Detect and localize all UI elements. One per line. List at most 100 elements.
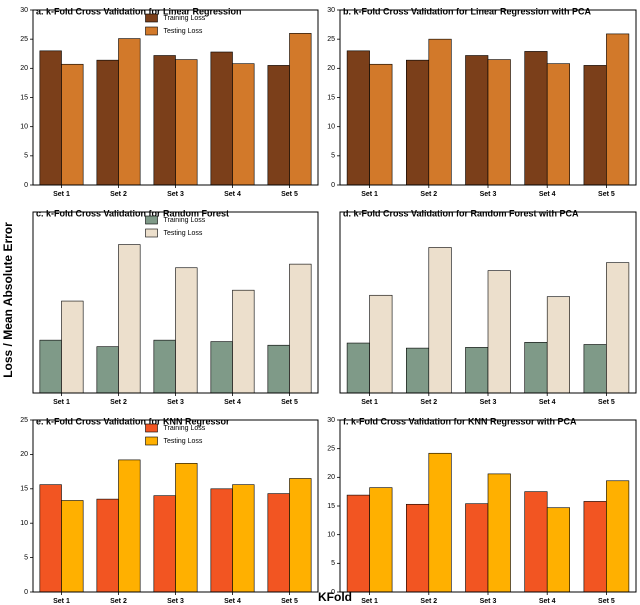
x-tick-label: Set 3 [480, 598, 497, 605]
bar [153, 55, 176, 186]
x-tick-label: Set 3 [167, 191, 184, 198]
bar [175, 463, 198, 593]
bar [267, 344, 290, 394]
x-tick-label: Set 1 [53, 399, 70, 406]
chart-title: a. k-Fold Cross Validation for Linear Re… [36, 6, 242, 16]
bar [289, 33, 312, 186]
axes-frame [339, 419, 637, 593]
bar [118, 244, 141, 394]
y-tick-label: 5 [24, 554, 28, 561]
x-tick-label: Set 1 [53, 191, 70, 198]
x-tick-label: Set 1 [361, 399, 378, 406]
chart-title: f. k-Fold Cross Validation for KNN Regre… [343, 416, 577, 426]
axes-frame [32, 211, 319, 394]
bar [267, 493, 290, 593]
bar [546, 507, 570, 593]
y-tick-label: 15 [20, 94, 28, 101]
bar [583, 65, 607, 186]
y-tick-label: 20 [20, 65, 28, 72]
y-tick-label: 10 [20, 124, 28, 131]
x-tick-label: Set 5 [598, 399, 615, 406]
bar [289, 263, 312, 394]
y-tick-label: 0 [331, 589, 335, 596]
legend-label: Training Loss [164, 425, 206, 432]
bar [96, 59, 119, 186]
y-tick-label: 10 [327, 532, 335, 539]
bar [369, 63, 393, 186]
bar [406, 59, 430, 186]
y-tick-label: 15 [327, 503, 335, 510]
x-tick-label: Set 2 [420, 399, 437, 406]
bar [210, 341, 233, 394]
bar [267, 65, 290, 186]
y-tick-label: 25 [20, 417, 28, 424]
x-tick-label: Set 2 [110, 191, 127, 198]
bar [487, 473, 511, 593]
legend-swatch [145, 228, 158, 238]
bar [232, 63, 255, 186]
bar [465, 55, 489, 186]
bar [606, 480, 630, 593]
bar [118, 459, 141, 593]
x-tick-label: Set 3 [480, 399, 497, 406]
bar [583, 344, 607, 394]
bar [406, 503, 430, 593]
bar [524, 342, 548, 394]
y-tick-label: 0 [24, 589, 28, 596]
bar [546, 296, 570, 394]
bar [369, 487, 393, 593]
y-tick-label: 25 [20, 36, 28, 43]
axes-frame [339, 9, 637, 186]
legend-label: Training Loss [164, 15, 206, 22]
bar [61, 300, 84, 394]
bar [465, 503, 489, 593]
y-tick-label: 20 [327, 474, 335, 481]
bar [546, 63, 570, 186]
bar [428, 38, 452, 186]
y-tick-label: 30 [327, 7, 335, 14]
x-tick-label: Set 2 [420, 191, 437, 198]
bar [346, 342, 370, 394]
x-tick-label: Set 4 [539, 598, 556, 605]
x-tick-label: Set 2 [110, 399, 127, 406]
bar [487, 270, 511, 394]
bar [606, 33, 630, 186]
x-tick-label: Set 5 [281, 191, 298, 198]
bar [524, 51, 548, 186]
bar [232, 289, 255, 394]
bar [583, 501, 607, 593]
legend-swatch [145, 26, 158, 36]
x-tick-label: Set 4 [539, 399, 556, 406]
bar [96, 498, 119, 593]
bar [153, 339, 176, 394]
chart-title: e. k-Fold Cross Validation for KNN Regre… [36, 416, 230, 426]
x-tick-label: Set 1 [53, 598, 70, 605]
bar [606, 262, 630, 394]
legend-label: Testing Loss [164, 230, 203, 237]
legend-swatch [145, 436, 158, 446]
x-tick-label: Set 4 [539, 191, 556, 198]
y-tick-label: 20 [20, 451, 28, 458]
x-tick-label: Set 5 [281, 399, 298, 406]
bar [428, 247, 452, 394]
x-tick-label: Set 3 [167, 399, 184, 406]
bar [346, 50, 370, 186]
bar [369, 294, 393, 394]
x-tick-label: Set 2 [420, 598, 437, 605]
y-tick-label: 5 [331, 560, 335, 567]
y-tick-label: 15 [20, 486, 28, 493]
y-tick-label: 0 [24, 182, 28, 189]
bar [406, 347, 430, 394]
bar [96, 346, 119, 394]
bar [289, 478, 312, 593]
axes-frame [339, 211, 637, 394]
bar [118, 38, 141, 186]
x-tick-label: Set 4 [224, 598, 241, 605]
y-axis-title: Loss / Mean Absolute Error [1, 222, 15, 378]
bar [346, 494, 370, 593]
x-tick-label: Set 4 [224, 191, 241, 198]
x-tick-label: Set 5 [598, 191, 615, 198]
bar [61, 500, 84, 593]
bar [61, 63, 84, 186]
